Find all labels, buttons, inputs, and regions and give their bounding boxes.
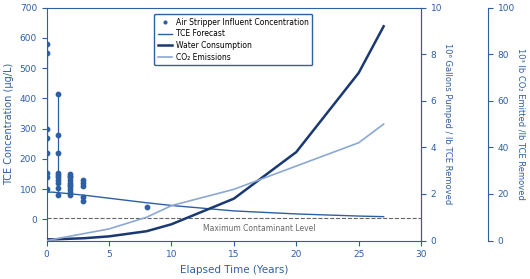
Air Stripper Influent Concentration (66, 184, 75, 188)
Air Stripper Influent Concentration (66, 193, 75, 198)
Air Stripper Influent Concentration (78, 181, 87, 185)
Air Stripper Influent Concentration (78, 199, 87, 203)
Air Stripper Influent Concentration (43, 136, 51, 140)
TCE Forecast (81, 194, 87, 197)
Air Stripper Influent Concentration (66, 172, 75, 176)
TCE Forecast (293, 212, 299, 216)
TCE Forecast (43, 191, 50, 194)
Line: Water Consumption: Water Consumption (47, 26, 384, 239)
Air Stripper Influent Concentration (43, 170, 51, 175)
Y-axis label: TCE Concentration (µg/L): TCE Concentration (µg/L) (4, 63, 14, 185)
CO₂ Emissions (231, 188, 237, 191)
Air Stripper Influent Concentration (43, 187, 51, 191)
CO₂ Emissions (43, 239, 50, 242)
CO₂ Emissions (381, 122, 387, 126)
Y-axis label: 10³ lb CO₂ Emitted /lb TCE Removed: 10³ lb CO₂ Emitted /lb TCE Removed (517, 48, 526, 200)
Line: CO₂ Emissions: CO₂ Emissions (47, 124, 384, 240)
Water Consumption (68, 237, 75, 240)
Air Stripper Influent Concentration (54, 178, 62, 182)
CO₂ Emissions (169, 204, 175, 207)
Air Stripper Influent Concentration (43, 151, 51, 155)
CO₂ Emissions (68, 234, 75, 238)
Air Stripper Influent Concentration (66, 175, 75, 179)
Air Stripper Influent Concentration (66, 187, 75, 191)
Air Stripper Influent Concentration (54, 133, 62, 137)
Water Consumption (231, 197, 237, 200)
Air Stripper Influent Concentration (54, 175, 62, 179)
TCE Forecast (231, 209, 237, 213)
Water Consumption (81, 237, 87, 240)
Text: Maximum Contaminant Level: Maximum Contaminant Level (202, 224, 315, 233)
TCE Forecast (143, 201, 149, 205)
Water Consumption (43, 238, 50, 241)
CO₂ Emissions (143, 216, 149, 219)
CO₂ Emissions (106, 227, 112, 230)
Water Consumption (106, 235, 112, 238)
CO₂ Emissions (293, 164, 299, 168)
Water Consumption (169, 223, 175, 226)
TCE Forecast (381, 215, 387, 218)
CO₂ Emissions (81, 232, 87, 235)
Air Stripper Influent Concentration (78, 194, 87, 199)
Y-axis label: 10⁶ Gallons Pumped / lb TCE Removed: 10⁶ Gallons Pumped / lb TCE Removed (443, 44, 452, 205)
CO₂ Emissions (356, 141, 362, 145)
Air Stripper Influent Concentration (43, 51, 51, 55)
TCE Forecast (50, 191, 56, 194)
Air Stripper Influent Concentration (54, 181, 62, 185)
Air Stripper Influent Concentration (54, 170, 62, 175)
Water Consumption (293, 150, 299, 154)
Line: TCE Forecast: TCE Forecast (47, 192, 384, 217)
TCE Forecast (356, 214, 362, 218)
TCE Forecast (106, 196, 112, 200)
Air Stripper Influent Concentration (66, 182, 75, 187)
TCE Forecast (56, 191, 63, 194)
Water Consumption (143, 230, 149, 233)
Air Stripper Influent Concentration (142, 205, 151, 210)
TCE Forecast (68, 192, 75, 196)
TCE Forecast (169, 204, 175, 207)
X-axis label: Elapsed Time (Years): Elapsed Time (Years) (180, 265, 288, 275)
Air Stripper Influent Concentration (54, 172, 62, 177)
Air Stripper Influent Concentration (54, 185, 62, 190)
CO₂ Emissions (56, 237, 63, 240)
Air Stripper Influent Concentration (54, 92, 62, 96)
Air Stripper Influent Concentration (43, 126, 51, 131)
Air Stripper Influent Concentration (43, 42, 51, 46)
Air Stripper Influent Concentration (66, 173, 75, 178)
Air Stripper Influent Concentration (66, 181, 75, 185)
Air Stripper Influent Concentration (66, 178, 75, 182)
Legend: Air Stripper Influent Concentration, TCE Forecast, Water Consumption, CO₂ Emissi: Air Stripper Influent Concentration, TCE… (154, 14, 313, 66)
Air Stripper Influent Concentration (54, 193, 62, 198)
Air Stripper Influent Concentration (66, 190, 75, 194)
Air Stripper Influent Concentration (78, 178, 87, 182)
Water Consumption (381, 25, 387, 28)
Water Consumption (356, 71, 362, 74)
Air Stripper Influent Concentration (43, 175, 51, 179)
Water Consumption (56, 237, 63, 241)
Air Stripper Influent Concentration (78, 184, 87, 188)
Air Stripper Influent Concentration (54, 151, 62, 155)
